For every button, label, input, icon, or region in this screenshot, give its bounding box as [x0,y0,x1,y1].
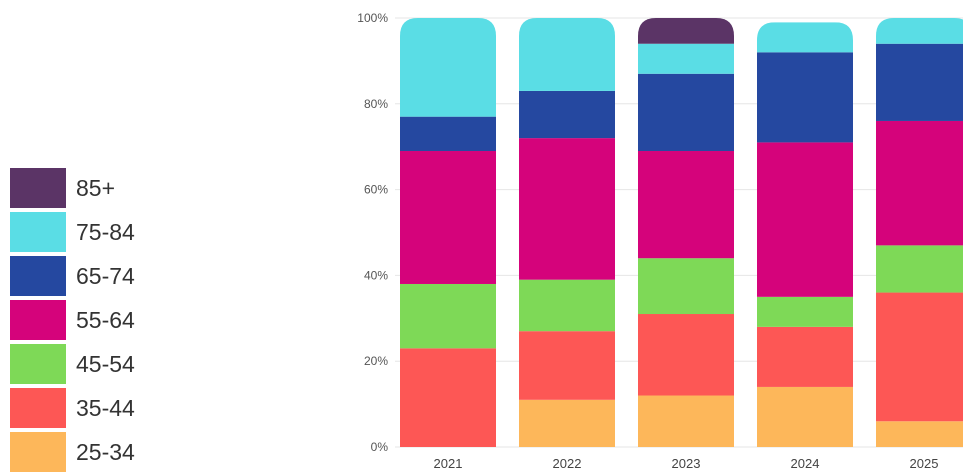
legend-item: 25-34 [10,430,190,474]
legend-swatch [10,388,66,428]
bar-segment [400,348,496,447]
bar-segment [876,43,963,121]
x-tick-label: 2025 [910,456,939,470]
bar-segment [757,22,853,53]
bar-segment [757,386,853,447]
bar-segment [638,18,734,44]
bar-segment [638,43,734,74]
legend-swatch [10,212,66,252]
bar-segment [400,150,496,284]
legend-label: 35-44 [76,394,135,421]
y-tick-label: 40% [364,268,388,282]
legend-item: 65-74 [10,254,190,298]
bar-segment [876,18,963,44]
legend-label: 85+ [76,174,116,201]
legend-label: 75-84 [76,218,135,245]
y-tick-label: 0% [371,440,389,454]
legend-label: 25-34 [76,438,135,465]
bar-stack [876,18,963,447]
bar-segment [757,296,853,327]
bar-stack [400,18,496,447]
y-tick-label: 100% [357,11,388,25]
bar-segment [519,18,615,91]
bar-segment [876,120,963,246]
bar-segment [638,258,734,315]
bar-segment [638,395,734,447]
legend-swatch [10,432,66,472]
bar-stack [519,18,615,447]
bar-stack [757,22,853,447]
bar-segment [519,90,615,139]
bar-segment [400,116,496,151]
legend: 85+ 75-84 65-74 55-64 45-54 35-44 25-34 [10,166,190,474]
bar-stack [638,18,734,447]
bar-segment [400,283,496,349]
legend-swatch [10,256,66,296]
bar-segment [638,73,734,151]
bar-segment [519,331,615,400]
bar-segment [519,279,615,332]
y-tick-label: 60% [364,183,388,197]
bar-segment [876,245,963,293]
legend-item: 55-64 [10,298,190,342]
y-tick-label: 20% [364,354,388,368]
bar-segment [638,150,734,259]
y-tick-label: 80% [364,97,388,111]
bar-segment [400,18,496,117]
x-tick-label: 2023 [672,456,701,470]
legend-swatch [10,300,66,340]
legend-label: 45-54 [76,350,135,377]
bar-segment [757,142,853,297]
legend-item: 85+ [10,166,190,210]
legend-item: 45-54 [10,342,190,386]
bar-segment [876,421,963,447]
bar-segment [638,314,734,396]
legend-swatch [10,168,66,208]
bar-segment [876,292,963,422]
x-tick-label: 2021 [434,456,463,470]
legend-item: 75-84 [10,210,190,254]
legend-item: 35-44 [10,386,190,430]
bar-segment [519,399,615,447]
bar-segment [757,326,853,387]
x-tick-label: 2022 [553,456,582,470]
legend-label: 65-74 [76,262,135,289]
bar-segment [519,138,615,280]
legend-label: 55-64 [76,306,135,333]
legend-swatch [10,344,66,384]
bar-segment [757,52,853,143]
x-tick-label: 2024 [791,456,820,470]
